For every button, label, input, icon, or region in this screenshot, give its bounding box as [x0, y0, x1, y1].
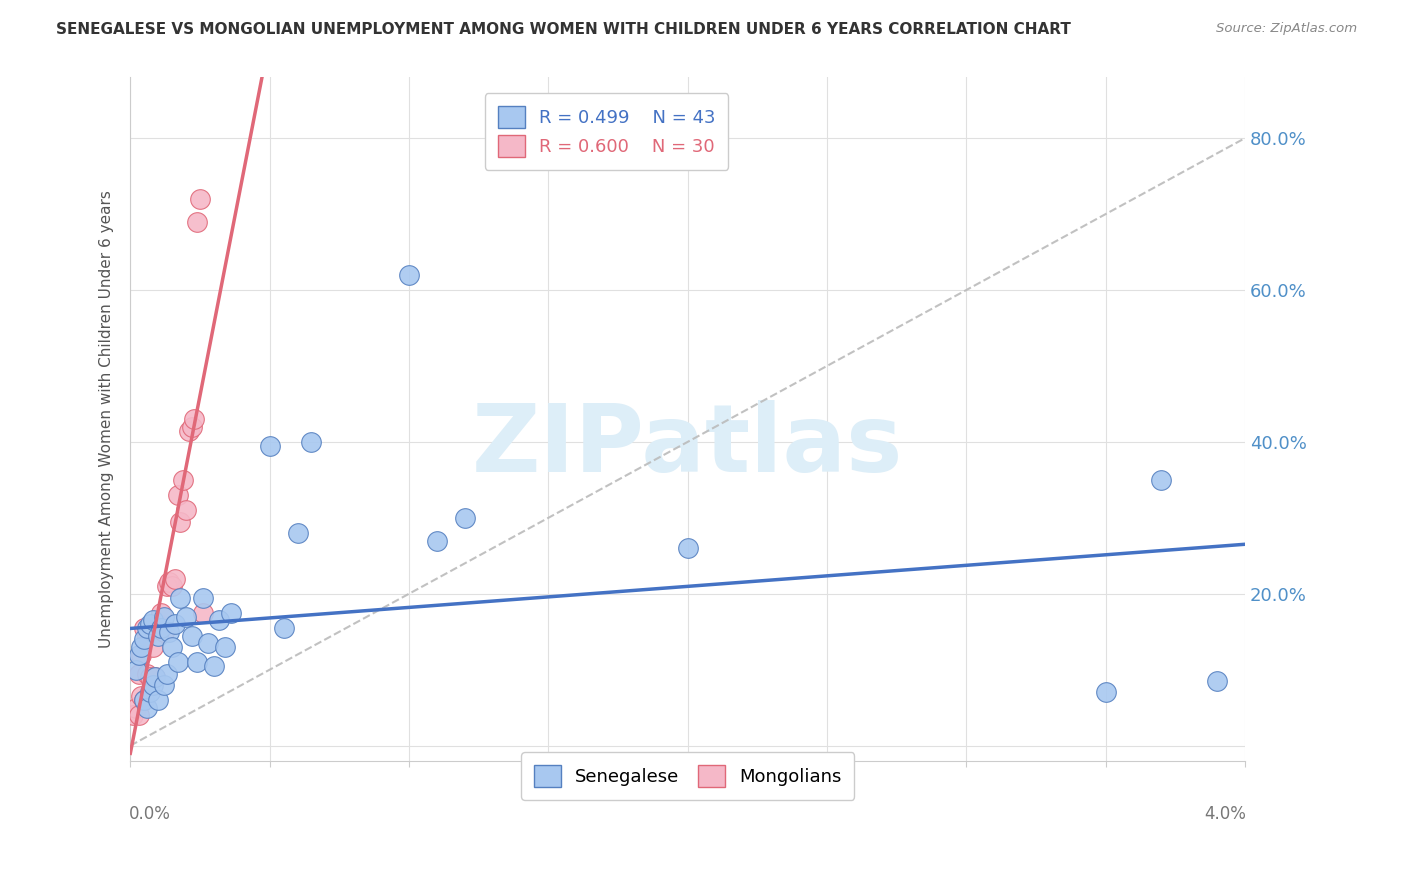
Point	[134, 632, 156, 647]
Point	[125, 700, 148, 714]
Point	[180, 628, 202, 642]
Text: Source: ZipAtlas.com: Source: ZipAtlas.com	[1216, 22, 1357, 36]
Text: 4.0%: 4.0%	[1204, 805, 1246, 823]
Text: 0.0%: 0.0%	[129, 805, 172, 823]
Point	[125, 663, 148, 677]
Point	[174, 609, 197, 624]
Point	[186, 215, 208, 229]
Point	[142, 640, 165, 654]
Point	[259, 439, 281, 453]
Point	[160, 640, 183, 654]
Point	[131, 690, 153, 704]
Point	[219, 606, 242, 620]
Point	[149, 606, 172, 620]
Point	[186, 655, 208, 669]
Point	[145, 670, 167, 684]
Point	[131, 640, 153, 654]
Point	[398, 268, 420, 282]
Point	[136, 628, 159, 642]
Point	[128, 666, 150, 681]
Point	[157, 624, 180, 639]
Point	[142, 678, 165, 692]
Point	[172, 473, 194, 487]
Point	[149, 621, 172, 635]
Text: SENEGALESE VS MONGOLIAN UNEMPLOYMENT AMONG WOMEN WITH CHILDREN UNDER 6 YEARS COR: SENEGALESE VS MONGOLIAN UNEMPLOYMENT AMO…	[56, 22, 1071, 37]
Text: ZIPatlas: ZIPatlas	[472, 401, 903, 492]
Point	[166, 488, 188, 502]
Point	[148, 693, 170, 707]
Point	[208, 613, 231, 627]
Point	[134, 693, 156, 707]
Point	[139, 617, 162, 632]
Point	[136, 621, 159, 635]
Point	[183, 412, 205, 426]
Point	[214, 640, 236, 654]
Point	[134, 693, 156, 707]
Point	[139, 685, 162, 699]
Point	[145, 670, 167, 684]
Point	[1206, 674, 1229, 689]
Point	[163, 572, 186, 586]
Point	[157, 575, 180, 590]
Point	[1094, 685, 1116, 699]
Point	[188, 192, 211, 206]
Point	[177, 424, 200, 438]
Point	[169, 591, 191, 605]
Point	[122, 708, 145, 723]
Point	[131, 648, 153, 662]
Point	[202, 659, 225, 673]
Point	[152, 678, 174, 692]
Point	[148, 617, 170, 632]
Point	[155, 666, 177, 681]
Point	[454, 511, 477, 525]
Point	[169, 515, 191, 529]
Point	[287, 526, 309, 541]
Point	[152, 609, 174, 624]
Point	[191, 606, 214, 620]
Y-axis label: Unemployment Among Women with Children Under 6 years: Unemployment Among Women with Children U…	[100, 190, 114, 648]
Point	[676, 541, 699, 556]
Point	[180, 419, 202, 434]
Point	[152, 624, 174, 639]
Point	[128, 708, 150, 723]
Point	[160, 579, 183, 593]
Point	[197, 636, 219, 650]
Point	[163, 617, 186, 632]
Point	[426, 533, 449, 548]
Point	[136, 700, 159, 714]
Point	[136, 666, 159, 681]
Point	[134, 621, 156, 635]
Point	[301, 434, 323, 449]
Point	[166, 655, 188, 669]
Point	[273, 621, 295, 635]
Point	[139, 670, 162, 684]
Point	[148, 628, 170, 642]
Point	[1150, 473, 1173, 487]
Point	[142, 613, 165, 627]
Point	[155, 579, 177, 593]
Legend: Senegalese, Mongolians: Senegalese, Mongolians	[522, 752, 853, 799]
Point	[191, 591, 214, 605]
Point	[174, 503, 197, 517]
Point	[128, 648, 150, 662]
